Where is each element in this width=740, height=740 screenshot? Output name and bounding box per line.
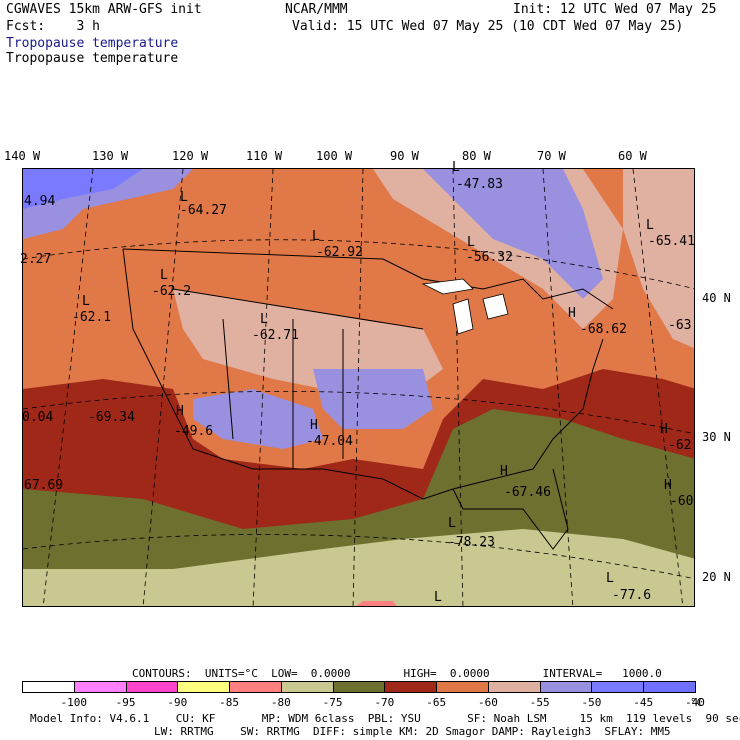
great-lakes (421, 278, 509, 335)
valid-time: Valid: 15 UTC Wed 07 May 25 (10 CDT Wed … (292, 19, 684, 34)
colorbar-swatch (73, 681, 127, 693)
lat-label: 40 N (702, 291, 731, 305)
lon-label: 60 W (618, 149, 647, 163)
colorbar-tick-label: -85 (219, 696, 239, 709)
value-label: -77.6 (612, 588, 652, 603)
field-title-blue: Tropopause temperature (6, 36, 179, 51)
colorbar-tick-label: -95 (115, 696, 136, 709)
colorbar-tick-label: -55 (529, 696, 550, 709)
colorbar-tick-label: -50 (581, 696, 602, 709)
colorbar-swatch (591, 681, 645, 693)
physics-info: LW: RRTMG SW: RRTMG DIFF: simple KM: 2D … (154, 725, 671, 738)
colorbar-tick-label: -70 (374, 696, 395, 709)
field-title: Tropopause temperature (6, 51, 179, 66)
low-marker: L (467, 235, 475, 250)
org-label: NCAR/MMM (285, 2, 348, 17)
high-marker: H (664, 478, 672, 493)
lon-label: 120 W (172, 149, 209, 163)
value-label: 0.04 (22, 410, 54, 425)
colorbar-tick-label: -75 (322, 696, 343, 709)
value-label: -64.27 (180, 203, 227, 218)
model-title: CGWAVES 15km ARW-GFS init (6, 2, 202, 17)
colorbar-tick-label: -60 (477, 696, 498, 709)
lon-label: 140 W (4, 149, 41, 163)
value-label: -49.6 (174, 424, 214, 439)
value-label: 67.69 (24, 478, 64, 493)
low-marker: L (312, 229, 320, 244)
value-label: -47.83 (456, 177, 503, 192)
value-label: -47.04 (306, 434, 353, 449)
lat-label: 30 N (702, 430, 731, 444)
colorbar-tick-label: -90 (167, 696, 188, 709)
colorbar-swatch (539, 681, 593, 693)
value-label: -62.92 (316, 245, 363, 260)
value-label: -62.2 (152, 284, 192, 299)
colorbar-swatch (125, 681, 179, 693)
boundaries (122, 248, 614, 550)
lon-label: 80 W (462, 149, 491, 163)
low-marker: L (180, 190, 188, 205)
low-marker: L (448, 516, 456, 531)
colorbar-unit: °C (690, 696, 704, 709)
region-minus50-southwest (193, 389, 323, 449)
low-marker: L (82, 294, 90, 309)
colorbar-swatch (280, 681, 334, 693)
value-label: 2.27 (20, 252, 52, 267)
colorbar-swatch (384, 681, 438, 693)
high-marker: H (310, 418, 318, 433)
value-label: -63 (668, 318, 692, 333)
colorbar-swatch (229, 681, 282, 693)
lon-label: 130 W (92, 149, 129, 163)
lon-label: 70 W (537, 149, 566, 163)
colorbar-swatch (643, 681, 696, 693)
region-minus50-east (423, 169, 603, 299)
colorbar-tick-label: -65 (426, 696, 447, 709)
lat-label: 20 N (702, 570, 731, 584)
low-marker: L (160, 268, 168, 283)
value-label: -60 (670, 494, 694, 509)
value-label: -62.1 (72, 310, 112, 325)
tropopause-map (23, 169, 694, 606)
value-label: -65.41 (648, 234, 695, 249)
colorbar-swatch (332, 681, 386, 693)
forecast-hour: Fcst: 3 h (6, 19, 100, 34)
value-label: -56.32 (466, 250, 513, 265)
value-label: 4.94 (24, 194, 56, 209)
colorbar-tick-label: -40 (685, 696, 705, 709)
low-marker: L (646, 218, 654, 233)
value-label: -62.71 (252, 328, 299, 343)
contour-info: CONTOURS: UNITS=°C LOW= 0.0000 HIGH= 0.0… (132, 667, 662, 680)
low-marker: L (606, 571, 614, 586)
colorbar-swatch (177, 681, 231, 693)
value-label: -67.46 (504, 485, 551, 500)
model-info: Model Info: V4.6.1 CU: KF MP: WDM 6class… (30, 712, 740, 725)
init-time: Init: 12 UTC Wed 07 May 25 (513, 2, 717, 17)
value-label: -69.34 (88, 410, 135, 425)
lon-label: 90 W (390, 149, 419, 163)
map-panel (22, 168, 695, 607)
region-minus80 (355, 601, 397, 606)
low-marker: L (260, 312, 268, 327)
value-label: -68.62 (580, 322, 627, 337)
low-marker: L (434, 590, 442, 605)
high-marker: H (660, 422, 668, 437)
region-minus75 (23, 529, 694, 606)
colorbar-swatch (22, 681, 75, 693)
high-marker: H (568, 306, 576, 321)
region-minus55-east (623, 169, 694, 349)
high-marker: H (176, 404, 184, 419)
colorbar-swatch (487, 681, 541, 693)
colorbar-tick-label: -45 (633, 696, 654, 709)
region-minus45 (23, 169, 143, 209)
low-marker: L (452, 160, 460, 175)
high-marker: H (500, 464, 508, 479)
lon-label: 100 W (316, 149, 353, 163)
value-label: -62 (668, 438, 692, 453)
lon-label: 110 W (246, 149, 283, 163)
colorbar-tick-label: -100 (60, 696, 88, 709)
value-label: -78.23 (448, 535, 495, 550)
colorbar-tick-label: -80 (270, 696, 291, 709)
colorbar-swatch (436, 681, 489, 693)
